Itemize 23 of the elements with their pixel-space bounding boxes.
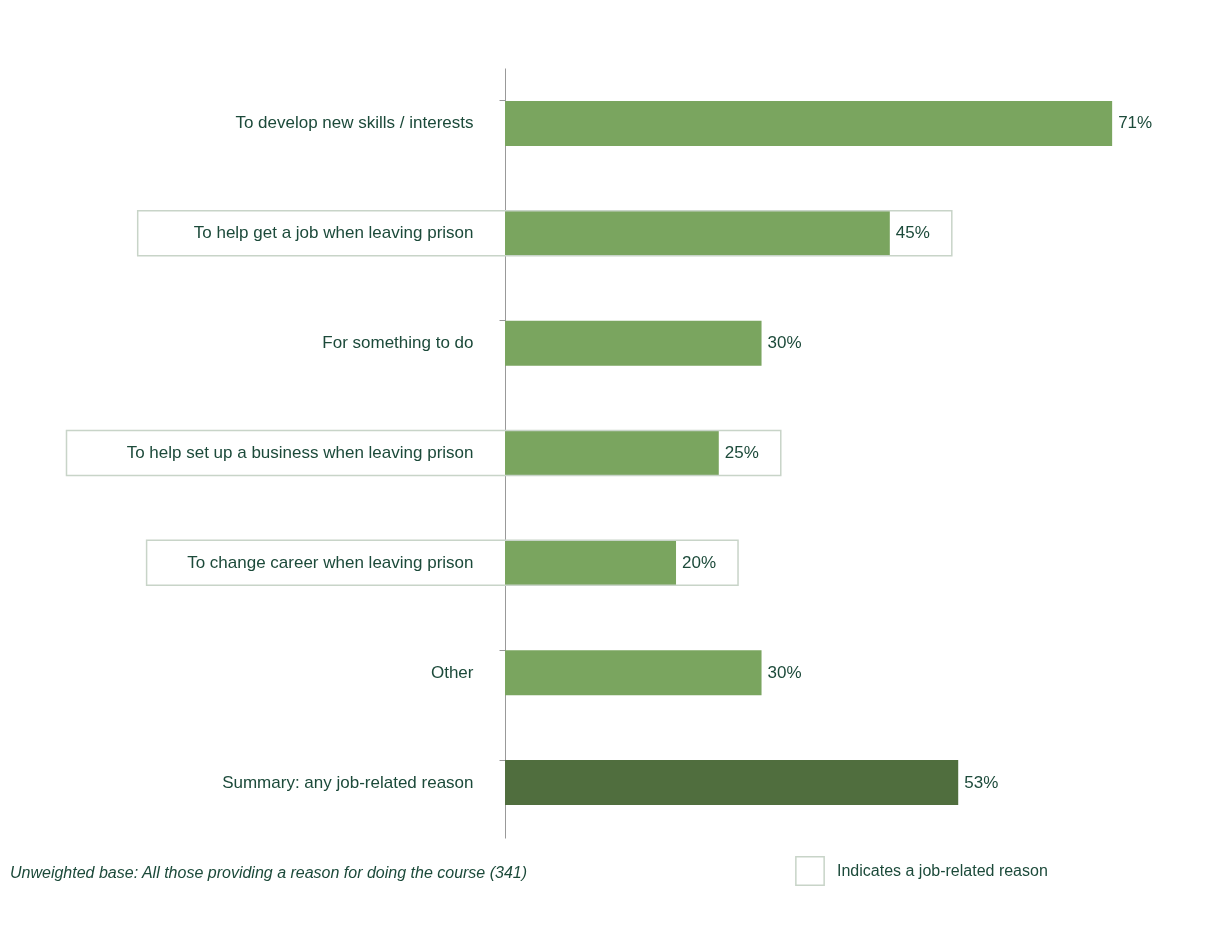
y-tick-label: For something to do bbox=[322, 333, 474, 353]
y-tick-label: Other bbox=[430, 662, 474, 682]
text: Unweighted base: All those providing a reason for doing the course (341) bbox=[10, 864, 528, 881]
data-label: 25% bbox=[724, 443, 759, 462]
y-tick-label: Summary: any job-related reason bbox=[222, 772, 474, 792]
bar bbox=[505, 540, 677, 586]
bar bbox=[505, 760, 959, 806]
bar bbox=[505, 320, 762, 366]
y-tick-label: To develop new skills / interests bbox=[235, 113, 474, 133]
data-label: 30% bbox=[767, 662, 802, 682]
y-tick-label: To help get a job when leaving prison bbox=[193, 223, 474, 243]
data-label: 71% bbox=[1118, 113, 1153, 133]
data-label: 53% bbox=[964, 772, 999, 792]
y-tick-label: To help set up a business when leaving prison bbox=[126, 443, 474, 462]
data-label: 45% bbox=[895, 223, 930, 243]
bar bbox=[505, 430, 719, 476]
text: Indicates a job-related reason bbox=[837, 862, 1048, 879]
data-label: 30% bbox=[767, 333, 802, 353]
bar bbox=[505, 650, 762, 696]
data-label: 20% bbox=[682, 552, 717, 572]
bar bbox=[505, 210, 890, 256]
bar bbox=[505, 100, 1113, 146]
y-tick-label: To change career when leaving prison bbox=[187, 552, 474, 572]
